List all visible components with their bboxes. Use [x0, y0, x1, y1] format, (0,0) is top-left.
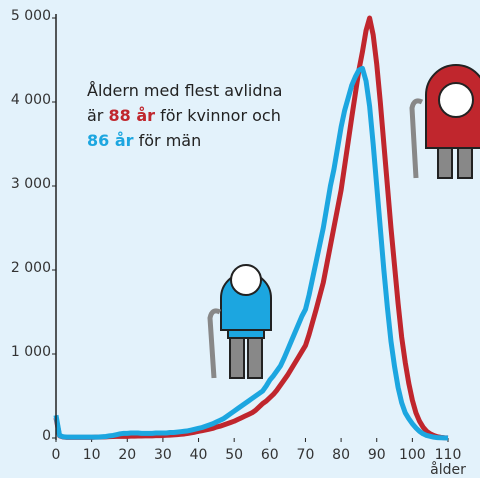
annotation: Åldern med flest avlidna är 88 år för kv… [87, 78, 282, 153]
y-tick-label: 4 000 [11, 92, 51, 108]
y-tick-label: 5 000 [11, 8, 51, 24]
x-tick-label: 90 [368, 447, 386, 463]
x-tick-label: 110 [435, 447, 462, 463]
annotation-text: Åldern med flest avlidna [87, 81, 282, 100]
male-figure [210, 265, 271, 378]
annotation-text: är [87, 106, 103, 125]
chart-container: 0 1 000 2 000 3 000 4 000 5 000 0 10 20 30 40 50 60 7… [0, 0, 480, 478]
x-tick-label: 60 [261, 447, 279, 463]
female-figure [412, 65, 480, 178]
x-tick-label: 0 [52, 447, 61, 463]
annotation-highlight: 88 år [108, 106, 155, 125]
annotation-text: för kvinnor och [160, 106, 281, 125]
y-tick-label: 3 000 [11, 176, 51, 192]
annotation-highlight: 86 år [87, 131, 134, 150]
x-axis-label: ålder [430, 461, 466, 478]
chart: 0 1 000 2 000 3 000 4 000 5 000 0 10 20 30 40 50 60 7… [0, 0, 480, 478]
x-tick-label: 70 [297, 447, 315, 463]
x-tick-label: 20 [118, 447, 136, 463]
y-tick-label: 2 000 [11, 260, 51, 276]
x-tick-label: 50 [225, 447, 243, 463]
y-tick-label: 1 000 [11, 344, 51, 360]
x-tick-label: 100 [399, 447, 426, 463]
x-tick-label: 10 [83, 447, 101, 463]
x-tick-label: 80 [332, 447, 350, 463]
annotation-text: för män [139, 131, 202, 150]
y-tick-label: 0 [42, 428, 51, 444]
x-tick-label: 40 [190, 447, 208, 463]
x-tick-label: 30 [154, 447, 172, 463]
